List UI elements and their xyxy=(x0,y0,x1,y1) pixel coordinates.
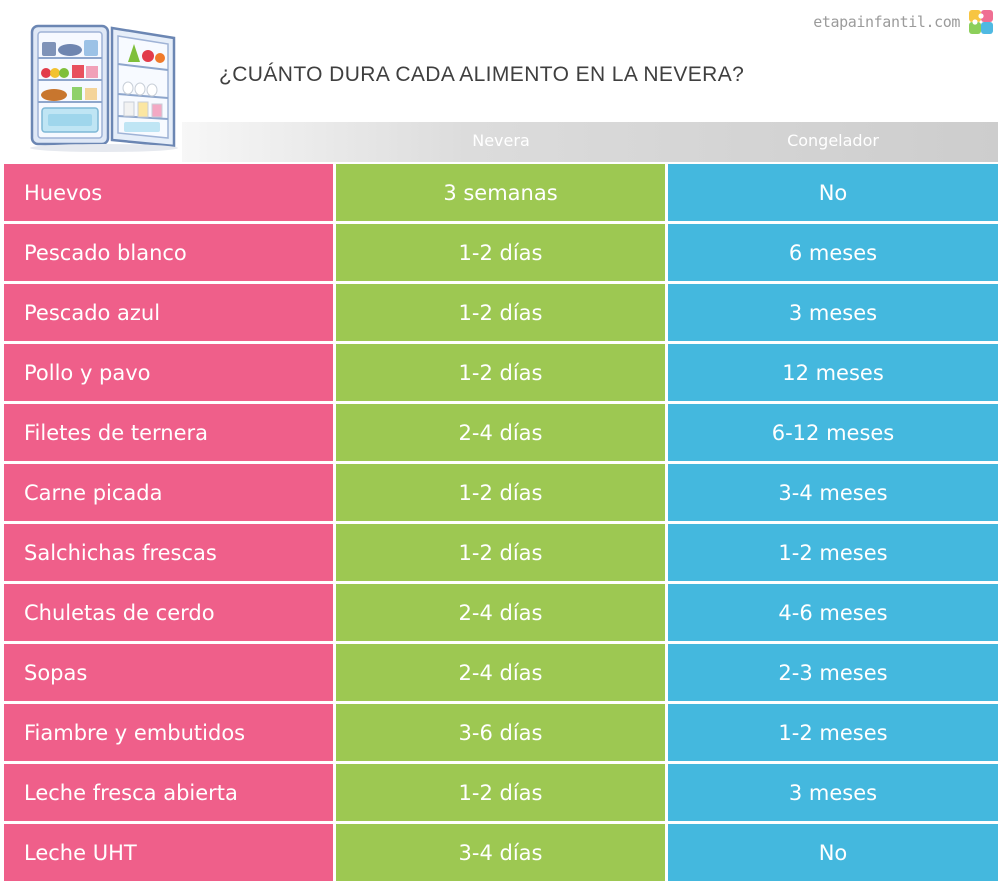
food-cell: Sopas xyxy=(4,644,333,701)
table-row: Chuletas de cerdo 2-4 días 4-6 meses xyxy=(4,584,998,641)
freezer-duration-cell: 3 meses xyxy=(668,284,998,341)
freezer-duration-cell: 6 meses xyxy=(668,224,998,281)
puzzle-logo-icon xyxy=(969,10,993,34)
food-cell: Pollo y pavo xyxy=(4,344,333,401)
open-fridge-icon xyxy=(30,24,178,152)
fridge-duration-cell: 3 semanas xyxy=(336,164,665,221)
fridge-duration-cell: 1-2 días xyxy=(336,764,665,821)
table-row: Pescado blanco 1-2 días 6 meses xyxy=(4,224,998,281)
table-row: Carne picada 1-2 días 3-4 meses xyxy=(4,464,998,521)
table-row: Leche fresca abierta 1-2 días 3 meses xyxy=(4,764,998,821)
food-cell: Leche fresca abierta xyxy=(4,764,333,821)
table-row: Huevos 3 semanas No xyxy=(4,164,998,221)
fridge-duration-cell: 1-2 días xyxy=(336,224,665,281)
fridge-duration-cell: 2-4 días xyxy=(336,584,665,641)
fridge-duration-cell: 2-4 días xyxy=(336,644,665,701)
food-cell: Carne picada xyxy=(4,464,333,521)
fridge-duration-cell: 3-4 días xyxy=(336,824,665,881)
fridge-duration-cell: 2-4 días xyxy=(336,404,665,461)
brand: etapainfantil.com xyxy=(813,9,994,35)
fridge-duration-cell: 1-2 días xyxy=(336,344,665,401)
fridge-duration-cell: 3-6 días xyxy=(336,704,665,761)
table-row: Pollo y pavo 1-2 días 12 meses xyxy=(4,344,998,401)
page-title: ¿CUÁNTO DURA CADA ALIMENTO EN LA NEVERA? xyxy=(219,63,745,86)
food-cell: Huevos xyxy=(4,164,333,221)
food-cell: Leche UHT xyxy=(4,824,333,881)
column-header-fridge: Nevera xyxy=(472,131,530,150)
table-row: Pescado azul 1-2 días 3 meses xyxy=(4,284,998,341)
food-cell: Salchichas frescas xyxy=(4,524,333,581)
food-cell: Filetes de ternera xyxy=(4,404,333,461)
freezer-duration-cell: 3 meses xyxy=(668,764,998,821)
table-row: Fiambre y embutidos 3-6 días 1-2 meses xyxy=(4,704,998,761)
fridge-duration-cell: 1-2 días xyxy=(336,524,665,581)
fridge-duration-cell: 1-2 días xyxy=(336,464,665,521)
freezer-duration-cell: 2-3 meses xyxy=(668,644,998,701)
table-row: Leche UHT 3-4 días No xyxy=(4,824,998,881)
column-header-band xyxy=(182,122,998,162)
freezer-duration-cell: 12 meses xyxy=(668,344,998,401)
freezer-duration-cell: 6-12 meses xyxy=(668,404,998,461)
brand-name: etapainfantil.com xyxy=(813,13,960,31)
freezer-duration-cell: 1-2 meses xyxy=(668,704,998,761)
freezer-duration-cell: 4-6 meses xyxy=(668,584,998,641)
food-cell: Pescado blanco xyxy=(4,224,333,281)
food-cell: Fiambre y embutidos xyxy=(4,704,333,761)
table-row: Sopas 2-4 días 2-3 meses xyxy=(4,644,998,701)
freezer-duration-cell: No xyxy=(668,824,998,881)
food-cell: Pescado azul xyxy=(4,284,333,341)
storage-table: Huevos 3 semanas No Pescado blanco 1-2 d… xyxy=(4,164,998,884)
fridge-duration-cell: 1-2 días xyxy=(336,284,665,341)
table-row: Salchichas frescas 1-2 días 1-2 meses xyxy=(4,524,998,581)
food-cell: Chuletas de cerdo xyxy=(4,584,333,641)
column-header-freezer: Congelador xyxy=(787,131,879,150)
freezer-duration-cell: No xyxy=(668,164,998,221)
freezer-duration-cell: 3-4 meses xyxy=(668,464,998,521)
table-row: Filetes de ternera 2-4 días 6-12 meses xyxy=(4,404,998,461)
freezer-duration-cell: 1-2 meses xyxy=(668,524,998,581)
